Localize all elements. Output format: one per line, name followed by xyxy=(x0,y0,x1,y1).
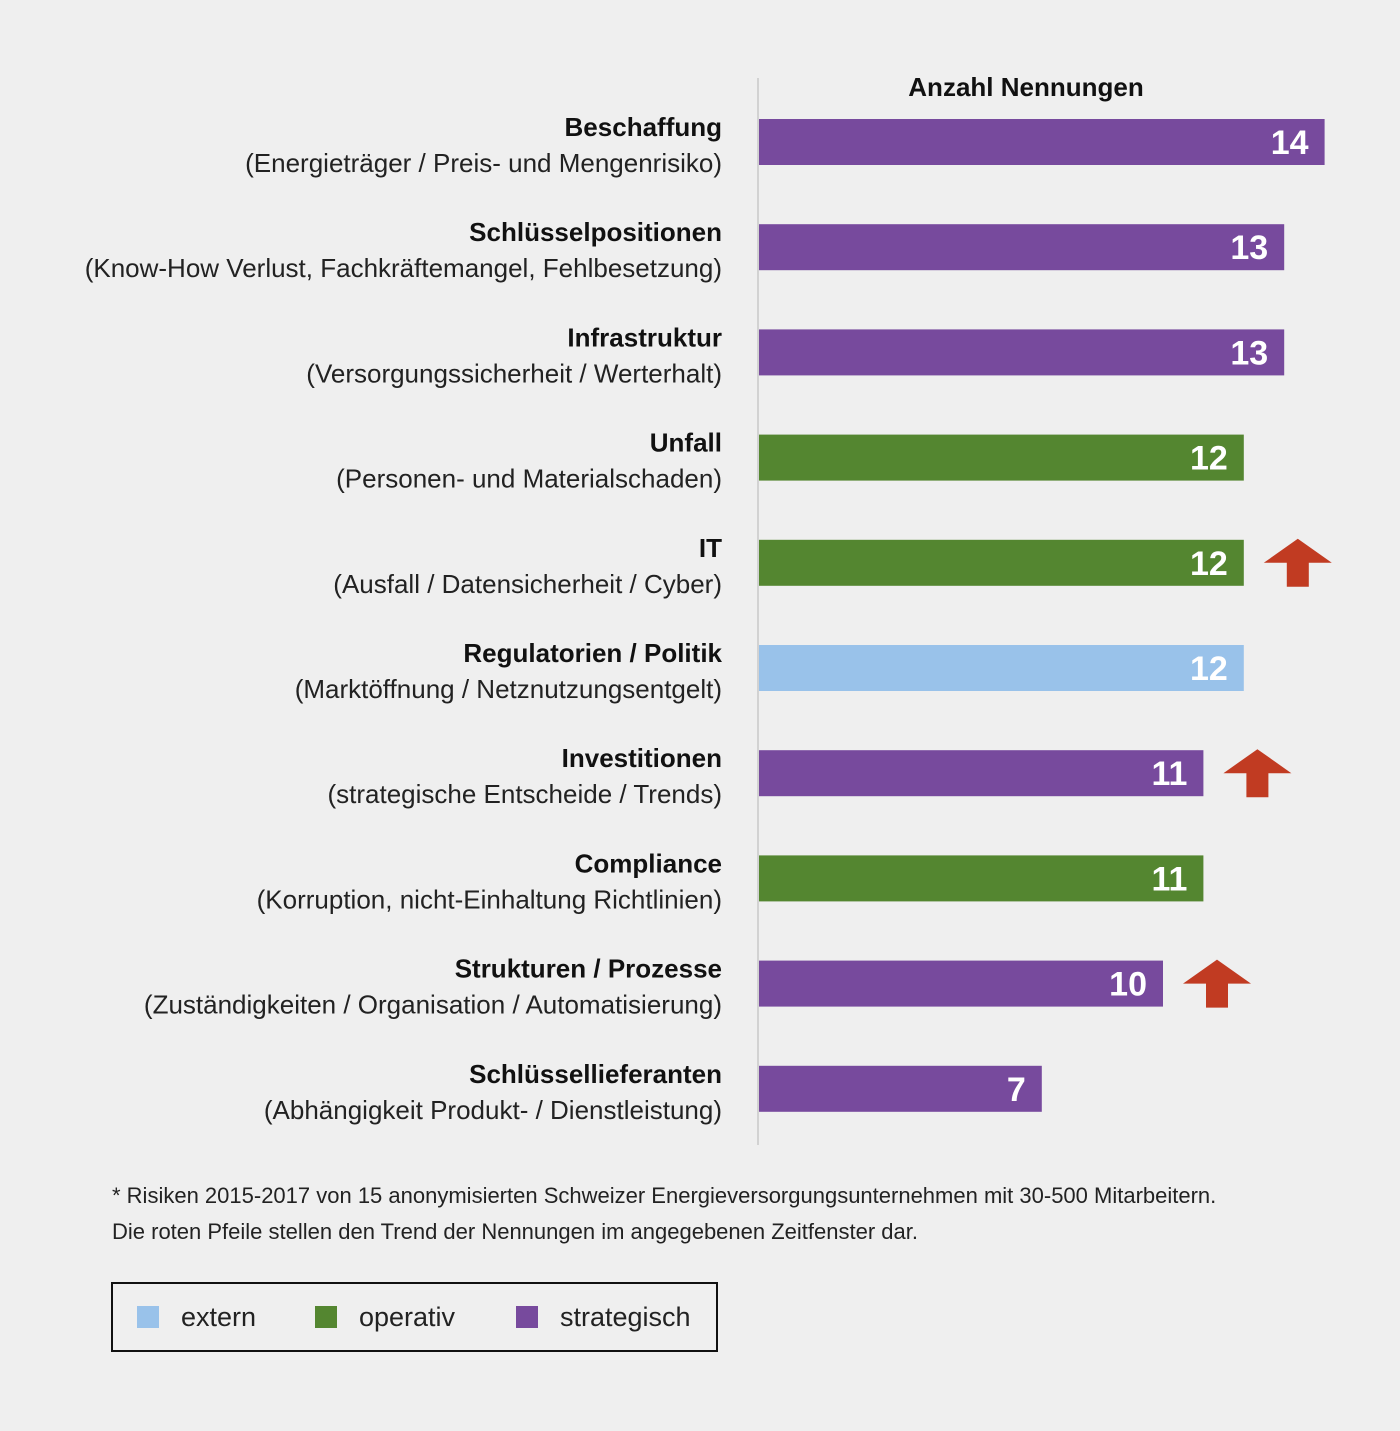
footnote: * Risiken 2015-2017 von 15 anonymisierte… xyxy=(112,1178,1332,1250)
bar-value-label: 12 xyxy=(1190,545,1228,583)
category-label: Regulatorien / Politik xyxy=(463,638,722,668)
category-label: Compliance xyxy=(575,848,722,878)
legend-label-strategisch: strategisch xyxy=(560,1301,691,1332)
bars-layer: Beschaffung (Energieträger / Preis- und M… xyxy=(85,112,1332,1125)
bar-row: Strukturen / Prozesse (Zuständigkeiten / … xyxy=(144,954,1251,1020)
value-axis-title: Anzahl Nennungen xyxy=(908,72,1143,102)
bar-operativ xyxy=(759,855,1204,902)
bar-strategisch xyxy=(759,224,1285,271)
bar-value-label: 13 xyxy=(1230,229,1268,267)
category-sublabel: (strategische Entscheide / Trends) xyxy=(327,779,722,809)
bar-row: Infrastruktur (Versorgungssicherheit / We… xyxy=(306,322,1285,388)
bar-strategisch xyxy=(759,750,1204,797)
bar-strategisch xyxy=(759,1065,1042,1112)
legend-item-extern: extern xyxy=(137,1284,256,1350)
bar-value-label: 10 xyxy=(1109,966,1147,1004)
category-sublabel: (Marktöffnung / Netznutzungsentgelt) xyxy=(295,674,722,704)
footnote-line-1: * Risiken 2015-2017 von 15 anonymisierte… xyxy=(112,1183,1217,1208)
bar-strategisch xyxy=(759,119,1325,165)
category-sublabel: (Korruption, nicht-Einhaltung Richtlinie… xyxy=(257,884,722,914)
category-label: Infrastruktur xyxy=(567,322,722,352)
category-sublabel: (Ausfall / Datensicherheit / Cyber) xyxy=(333,569,722,599)
legend-swatch-extern xyxy=(137,1306,159,1328)
bar-row: Regulatorien / Politik (Marktöffnung / Ne… xyxy=(295,638,1244,704)
bar-row: Beschaffung (Energieträger / Preis- und M… xyxy=(245,112,1325,178)
bar-operativ xyxy=(759,434,1244,481)
bar-strategisch xyxy=(759,329,1285,376)
bar-operativ xyxy=(759,539,1244,586)
category-label: Beschaffung xyxy=(565,112,722,142)
bar-value-label: 7 xyxy=(1007,1071,1026,1109)
legend-swatch-strategisch xyxy=(516,1306,538,1328)
bar-value-label: 12 xyxy=(1190,440,1228,478)
bar-value-label: 13 xyxy=(1230,334,1268,372)
footnote-line-2: Die roten Pfeile stellen den Trend der N… xyxy=(112,1219,918,1244)
bar-value-label: 14 xyxy=(1271,124,1309,162)
legend-swatch-operativ xyxy=(315,1306,337,1328)
bar-row: Compliance (Korruption, nicht-Einhaltung … xyxy=(257,848,1204,914)
bar-value-label: 11 xyxy=(1151,755,1187,793)
category-sublabel: (Zuständigkeiten / Organisation / Automa… xyxy=(144,990,722,1020)
bar-value-label: 12 xyxy=(1190,650,1228,688)
legend-label-operativ: operativ xyxy=(359,1301,456,1332)
category-sublabel: (Abhängigkeit Produkt- / Dienstleistung) xyxy=(264,1095,722,1125)
category-label: Strukturen / Prozesse xyxy=(455,954,722,984)
category-sublabel: (Versorgungssicherheit / Werterhalt) xyxy=(306,358,722,388)
legend: extern operativ strategisch xyxy=(111,1282,718,1352)
bar-row: Schlüssellieferanten (Abhängigkeit Produk… xyxy=(264,1059,1042,1125)
bar-row: Investitionen (strategische Entscheide / … xyxy=(327,743,1292,809)
category-label: IT xyxy=(699,533,722,563)
bar-row: IT (Ausfall / Datensicherheit / Cyber) 12 xyxy=(333,533,1332,599)
legend-item-operativ: operativ xyxy=(315,1284,455,1350)
trend-up-arrow-icon xyxy=(1183,959,1251,1008)
bar-extern xyxy=(759,645,1244,691)
bar-value-label: 11 xyxy=(1151,860,1187,898)
legend-label-extern: extern xyxy=(181,1301,257,1332)
category-label: Unfall xyxy=(650,428,722,458)
category-sublabel: (Energieträger / Preis- und Mengenrisiko… xyxy=(245,148,722,178)
bar-strategisch xyxy=(759,960,1163,1007)
trend-up-arrow-icon xyxy=(1223,749,1292,798)
risk-bar-chart: Anzahl Nennungen Beschaffung (Energieträg… xyxy=(85,72,1332,1145)
category-sublabel: (Personen- und Materialschaden) xyxy=(336,464,722,494)
category-label: Schlüssellieferanten xyxy=(469,1059,722,1089)
category-sublabel: (Know-How Verlust, Fachkräftemangel, Feh… xyxy=(85,253,722,283)
bar-row: Unfall (Personen- und Materialschaden) 12 xyxy=(336,428,1244,494)
category-label: Schlüsselpositionen xyxy=(469,217,722,247)
trend-up-arrow-icon xyxy=(1263,538,1332,587)
category-label: Investitionen xyxy=(562,743,722,773)
bar-row: Schlüsselpositionen (Know-How Verlust, Fa… xyxy=(85,217,1285,283)
legend-item-strategisch: strategisch xyxy=(516,1284,691,1350)
